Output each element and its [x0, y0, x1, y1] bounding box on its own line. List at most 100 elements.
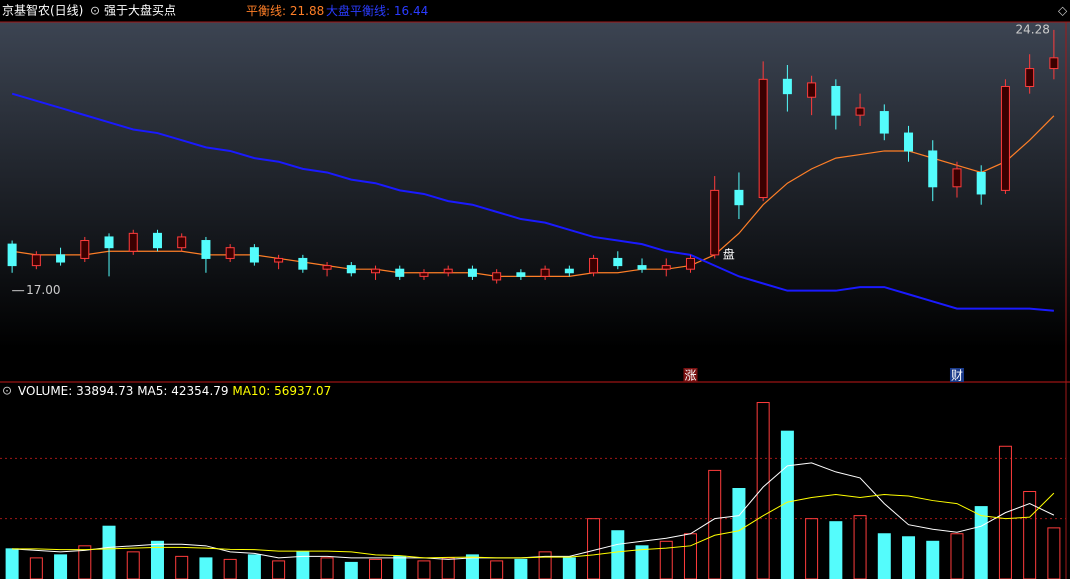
candle-body	[516, 272, 526, 277]
candle-body	[104, 236, 114, 249]
volume-bar	[54, 554, 68, 579]
volume-bar	[853, 515, 867, 579]
high-label: 24.28	[1016, 22, 1050, 36]
volume-bar	[29, 557, 43, 579]
volume-bar	[756, 402, 770, 579]
volume-bar	[247, 554, 261, 579]
indicator-name: 强于大盘买点	[104, 3, 176, 18]
candle-body	[782, 78, 792, 95]
volume-bar	[926, 540, 940, 579]
candle-body	[879, 111, 889, 134]
volume-bar	[902, 536, 916, 579]
legend-name: 大盘平衡线	[326, 3, 386, 18]
menu-icon[interactable]: ⊙	[2, 384, 12, 398]
legend: 大盘平衡线: 16.44	[326, 3, 428, 18]
volume-bar	[1047, 527, 1061, 579]
legend-name: VOLUME	[18, 384, 68, 398]
volume-bar	[829, 521, 843, 579]
volume-bar	[732, 488, 746, 579]
legend-value: 42354.79	[171, 384, 228, 398]
candle-body	[443, 268, 453, 274]
candle-body	[128, 232, 138, 252]
legend-value: 21.88	[290, 4, 324, 18]
legend-value: 33894.73	[76, 384, 133, 398]
buy-label: 盘	[723, 246, 735, 261]
volume-bar	[102, 525, 116, 579]
volume-bar	[562, 557, 576, 579]
volume-bar	[369, 558, 383, 579]
volume-bar	[708, 469, 722, 579]
candle-body	[7, 243, 17, 267]
candle-body	[855, 107, 865, 116]
candle-body	[685, 257, 695, 270]
candle-body	[637, 265, 647, 270]
candle-body	[1000, 85, 1010, 191]
balance-line	[12, 115, 1055, 277]
signal-box	[683, 368, 698, 382]
candle-body	[225, 247, 235, 259]
volume-bar	[877, 533, 891, 579]
price-panel	[0, 22, 1070, 348]
volume-bar	[393, 555, 407, 579]
volume-bar	[683, 533, 697, 579]
candle-body	[589, 257, 599, 274]
volume-bar	[126, 551, 140, 579]
candle-body	[249, 247, 259, 263]
volume-bar	[490, 560, 504, 579]
menu-icon[interactable]: ⊙	[90, 4, 100, 18]
candle-body	[274, 257, 284, 263]
candle-body	[346, 265, 356, 274]
volume-bar	[272, 560, 286, 579]
settings-icon[interactable]: ◇	[1058, 4, 1068, 18]
legend-value: 56937.07	[274, 384, 331, 398]
candle-body	[31, 254, 41, 267]
volume-bar	[950, 533, 964, 579]
candle-body	[80, 240, 90, 259]
volume-bar	[223, 558, 237, 579]
legend: 平衡线: 21.88	[246, 4, 324, 18]
volume-bar	[320, 557, 334, 579]
volume-bar	[514, 558, 528, 579]
candle-body	[371, 268, 381, 274]
candle-body	[395, 268, 405, 277]
volume-bar	[974, 506, 988, 579]
symbol: 京基智农(日线)	[2, 3, 83, 18]
candle-body	[1025, 68, 1035, 87]
candle-body	[928, 150, 938, 188]
volume-bar	[5, 548, 19, 579]
candle-body	[758, 78, 768, 199]
candle-body	[177, 236, 187, 249]
candle-body	[661, 265, 671, 270]
volume-bar	[998, 445, 1012, 579]
volume-bar	[611, 530, 625, 579]
candle-body	[904, 132, 914, 152]
signal-box	[949, 368, 964, 382]
volume-bar	[417, 560, 431, 579]
volume-bar	[344, 561, 358, 579]
signal-label: 财	[951, 369, 963, 383]
ma-line	[12, 492, 1055, 559]
legend-name: 平衡线	[246, 4, 282, 18]
candle-body	[56, 254, 66, 263]
volume-bar	[199, 557, 213, 579]
candle-body	[734, 189, 744, 206]
candle-body	[419, 272, 429, 277]
candle-body	[952, 168, 962, 188]
candle-body	[322, 265, 332, 270]
candle-body	[1049, 57, 1059, 70]
volume-bar	[175, 555, 189, 579]
candle-body	[976, 171, 986, 195]
candle-body	[710, 189, 720, 256]
volume-bar	[659, 540, 673, 579]
legend-value: 16.44	[394, 4, 428, 18]
legend-name: MA10	[232, 384, 266, 398]
candle-body	[467, 268, 477, 277]
candle-body	[298, 257, 308, 270]
candle-body	[492, 272, 502, 281]
legend-name: MA5	[137, 384, 163, 398]
volume-bar	[780, 430, 794, 579]
volume-bar	[635, 545, 649, 579]
low-label: 17.00	[26, 283, 60, 297]
ma-line	[12, 462, 1055, 560]
